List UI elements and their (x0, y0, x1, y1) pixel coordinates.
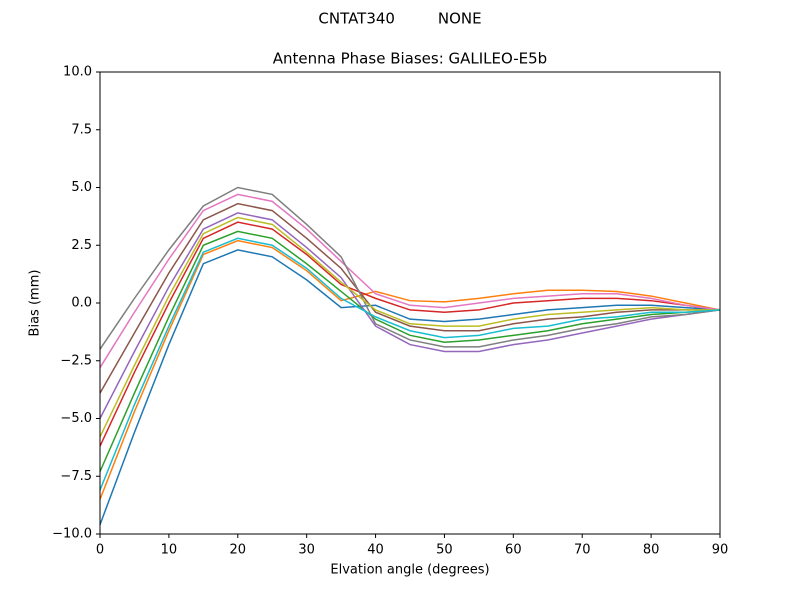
x-tick-label: 70 (574, 543, 591, 558)
x-tick-label: 30 (298, 543, 315, 558)
y-tick-label: −2.5 (60, 353, 92, 368)
y-tick-label: 0.0 (71, 296, 92, 311)
x-tick-label: 50 (436, 543, 453, 558)
y-tick-label: 2.5 (71, 238, 92, 253)
series-line (99, 221, 721, 447)
y-tick-label: 5.0 (71, 180, 92, 195)
y-tick-label: −7.5 (60, 469, 92, 484)
x-tick-label: 60 (505, 543, 522, 558)
x-tick-label: 0 (96, 543, 104, 558)
y-tick-label: −5.0 (60, 411, 92, 426)
series-line (99, 237, 721, 491)
plot-frame (99, 71, 721, 535)
y-tick-label: 7.5 (71, 122, 92, 137)
y-axis-label: Bias (mm) (28, 270, 43, 337)
series-line (99, 239, 721, 500)
x-tick-label: 90 (712, 543, 729, 558)
x-tick-label: 20 (230, 543, 247, 558)
series-line (99, 212, 721, 419)
x-axis-label: Elvation angle (degrees) (330, 563, 489, 578)
chart-title: Antenna Phase Biases: GALILEO-E5b (273, 50, 547, 68)
suptitle: CNTAT340 NONE (318, 10, 481, 28)
x-tick-label: 10 (161, 543, 178, 558)
series-line (99, 202, 720, 394)
series-line (99, 249, 721, 526)
series-line (99, 193, 721, 369)
series-line (99, 216, 720, 438)
y-tick-label: 10.0 (63, 65, 92, 80)
y-tick-label: −10.0 (52, 527, 92, 542)
series-line (99, 186, 721, 350)
x-tick-label: 80 (643, 543, 660, 558)
x-tick-label: 40 (367, 543, 384, 558)
series-line (99, 230, 721, 472)
